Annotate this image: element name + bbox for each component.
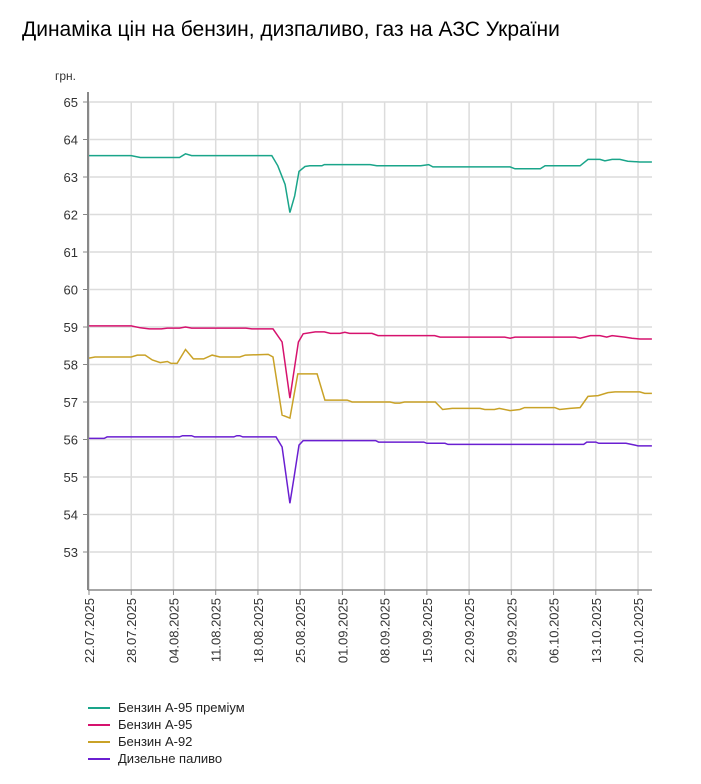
legend-item[interactable]: Дизельне паливо (88, 750, 245, 767)
series-line-2 (89, 325, 652, 399)
y-tick-label: 53 (64, 545, 78, 560)
x-tick-label: 22.09.2025 (462, 598, 477, 663)
legend-swatch (88, 740, 110, 743)
x-tick-label: 08.09.2025 (378, 598, 393, 663)
y-tick-label: 55 (64, 470, 78, 485)
x-tick-label: 13.10.2025 (589, 598, 604, 663)
x-tick-label: 11.08.2025 (209, 598, 224, 662)
x-tick-label: 25.08.2025 (293, 598, 308, 663)
legend-label: Дизельне паливо (118, 751, 223, 766)
legend-label: Бензин А-95 преміум (118, 700, 245, 715)
x-tick-label: 01.09.2025 (335, 598, 350, 663)
y-tick-label: 63 (64, 170, 78, 185)
y-tick-label: 57 (64, 395, 78, 410)
legend-label: Бензин А-95 (118, 717, 193, 732)
y-tick-label: 59 (64, 320, 78, 335)
y-tick-label: 54 (64, 508, 78, 523)
y-tick-label: 61 (64, 245, 78, 260)
x-tick-label: 18.08.2025 (251, 598, 266, 663)
y-tick-label: 65 (64, 95, 78, 110)
x-tick-label: 04.08.2025 (166, 598, 181, 663)
x-tick-label: 28.07.2025 (124, 598, 139, 663)
y-tick-label: 62 (64, 208, 78, 223)
series-line-1 (89, 152, 652, 213)
legend-swatch (88, 757, 110, 760)
legend-swatch (88, 723, 110, 726)
chart-title: Динаміка цін на бензин, дизпаливо, газ н… (22, 18, 560, 41)
y-tick-label: 56 (64, 433, 78, 448)
series-line-4 (89, 434, 652, 504)
x-tick-label: 06.10.2025 (547, 598, 562, 663)
y-tick-label: 58 (64, 358, 78, 373)
x-tick-label: 29.09.2025 (504, 598, 519, 663)
x-tick-label: 15.09.2025 (420, 598, 435, 663)
legend-swatch (88, 706, 110, 709)
series-line-3 (88, 348, 652, 420)
x-tick-label: 22.07.2025 (82, 598, 97, 663)
legend-item[interactable]: Бензин А-92 (88, 733, 245, 750)
x-tick-label: 20.10.2025 (631, 598, 646, 663)
y-tick-label: 64 (64, 133, 78, 148)
legend-item[interactable]: Бензин А-95 (88, 716, 245, 733)
y-tick-label: 60 (64, 283, 78, 298)
legend: Бензин А-95 преміум Бензин А-95 Бензин А-9… (88, 699, 245, 767)
y-axis-label: грн. (55, 69, 76, 83)
legend-label: Бензин А-92 (118, 734, 193, 749)
legend-item[interactable]: Бензин А-95 преміум (88, 699, 245, 716)
